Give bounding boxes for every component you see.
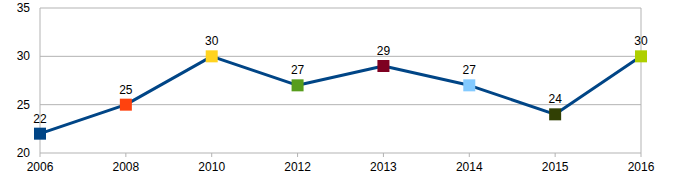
- data-label: 29: [377, 44, 391, 58]
- x-tick-label: 2015: [542, 160, 569, 174]
- grid-line: [40, 153, 641, 154]
- data-marker: [377, 60, 389, 72]
- plot-frame: [641, 8, 642, 153]
- x-tick-label: 2013: [370, 160, 397, 174]
- x-tick: [383, 153, 384, 157]
- data-marker: [120, 99, 132, 111]
- x-tick: [40, 153, 41, 157]
- y-tick-label: 35: [17, 1, 31, 15]
- data-marker: [292, 79, 304, 91]
- x-tick-label: 2012: [284, 160, 311, 174]
- data-label: 25: [119, 83, 133, 97]
- plot-area: [34, 50, 647, 139]
- x-tick: [555, 153, 556, 157]
- x-tick-label: 2006: [27, 160, 54, 174]
- data-marker: [206, 50, 218, 62]
- data-marker: [463, 79, 475, 91]
- data-label: 27: [291, 63, 305, 77]
- x-tick: [125, 153, 126, 157]
- data-marker: [635, 50, 647, 62]
- data-label: 30: [205, 34, 219, 48]
- data-line: [40, 56, 641, 133]
- data-marker: [34, 128, 46, 140]
- x-tick-label: 2014: [456, 160, 483, 174]
- data-label: 30: [634, 34, 648, 48]
- x-tick-label: 2008: [113, 160, 140, 174]
- x-tick: [641, 153, 642, 157]
- grid-line: [40, 56, 641, 57]
- y-tick-label: 20: [17, 146, 31, 160]
- x-tick-label: 2010: [198, 160, 225, 174]
- x-tick: [469, 153, 470, 157]
- data-label: 22: [33, 112, 47, 126]
- x-tick-label: 2016: [628, 160, 655, 174]
- y-tick-label: 30: [17, 49, 31, 63]
- y-tick-label: 25: [17, 98, 31, 112]
- x-tick: [211, 153, 212, 157]
- grid-line: [40, 8, 641, 9]
- data-marker: [549, 108, 561, 120]
- chart-container: 20 25 30 35 2006 2008 2010 2012 2013 2014 2015 2016…: [0, 0, 674, 194]
- data-label: 24: [548, 92, 562, 106]
- x-tick: [297, 153, 298, 157]
- data-label: 27: [463, 63, 477, 77]
- chart-svg: 20 25 30 35 2006 2008 2010 2012 2013 2014 2015 2016…: [0, 0, 674, 194]
